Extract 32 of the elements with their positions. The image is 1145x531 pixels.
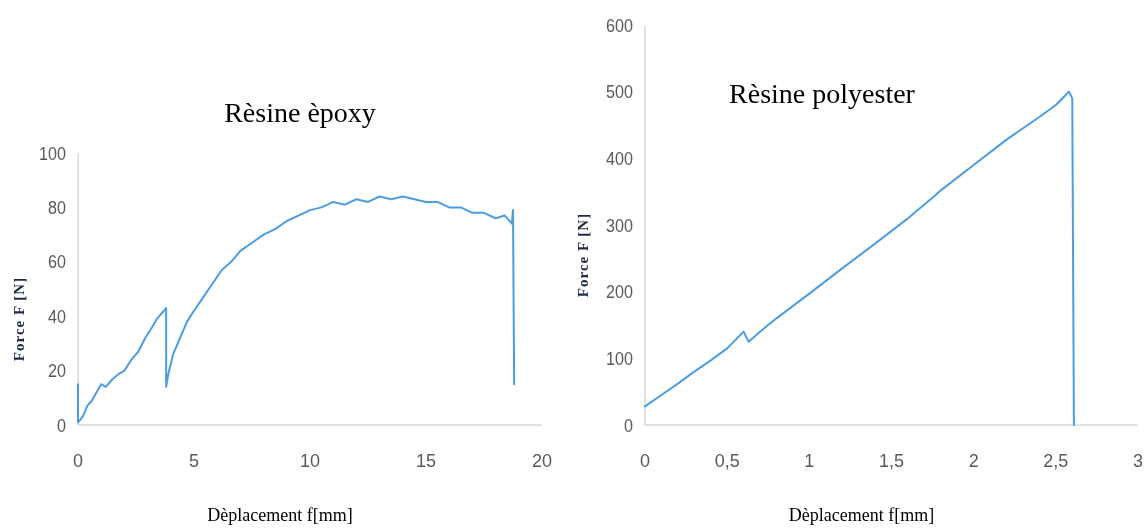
x-tick-label: 20 <box>531 451 553 471</box>
x-tick-label: 0,5 <box>714 451 740 471</box>
x-axis-title: Dèplacement f[mm] <box>788 505 935 525</box>
y-tick-label: 400 <box>606 147 634 170</box>
y-tick-label: 200 <box>606 281 634 303</box>
y-tick-label: 100 <box>606 347 634 370</box>
x-axis-title: Dèplacement f[mm] <box>207 505 353 525</box>
x-tick-label: 15 <box>415 451 437 471</box>
y-tick-label: 500 <box>606 81 634 103</box>
chart-title: Rèsine èpoxy <box>224 97 376 128</box>
y-tick-label: 300 <box>606 214 634 236</box>
x-tick-label: 1,5 <box>878 451 905 471</box>
y-tick-label: 20 <box>48 360 67 382</box>
y-tick-label: 80 <box>48 196 67 219</box>
x-tick-label: 2,5 <box>1043 451 1069 471</box>
y-tick-label: 60 <box>48 251 67 273</box>
x-tick-label: 1 <box>804 451 815 471</box>
y-axis-title: Force F [N] <box>11 276 27 362</box>
y-tick-label: 0 <box>624 414 634 436</box>
y-tick-label: 600 <box>606 14 634 36</box>
y-tick-label: 100 <box>39 142 67 164</box>
x-tick-label: 2 <box>968 451 979 471</box>
x-tick-label: 10 <box>299 451 321 471</box>
x-tick-label: 5 <box>188 451 200 471</box>
y-tick-label: 0 <box>57 414 67 436</box>
y-axis-title: Force F [N] <box>575 212 591 298</box>
text: Rèsine polyester <box>729 78 916 109</box>
y-tick-label: 40 <box>48 305 67 328</box>
x-tick-label: 3 <box>1132 451 1144 471</box>
x-tick-label: 0 <box>639 451 651 471</box>
line-series <box>77 195 516 424</box>
x-tick-label: 0 <box>72 451 84 471</box>
